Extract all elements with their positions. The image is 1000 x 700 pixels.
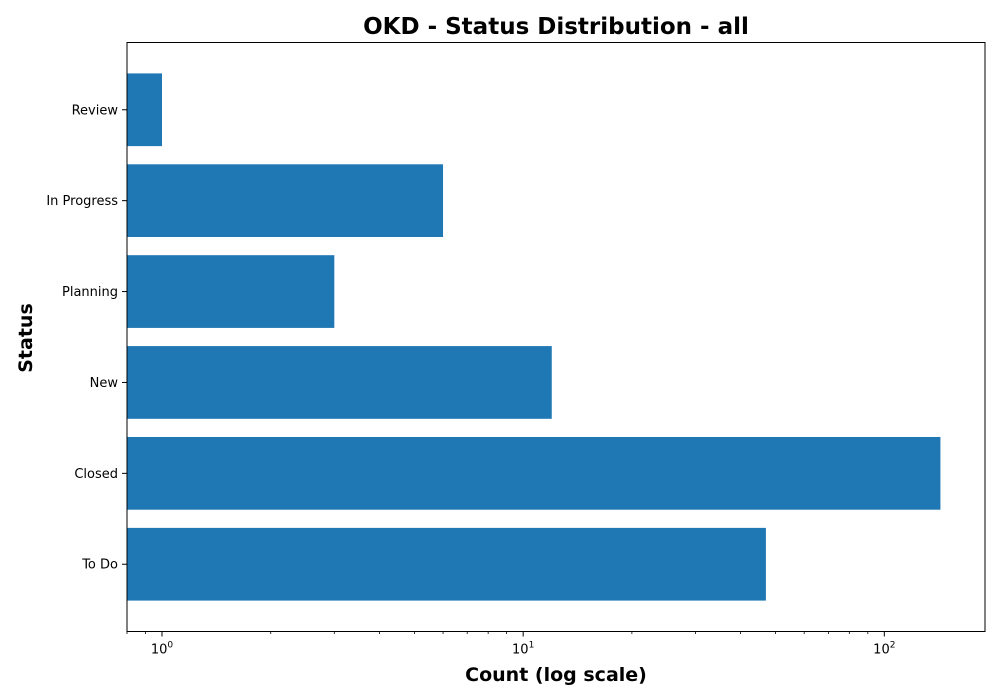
bar-in-progress	[127, 164, 444, 238]
x-tick-base: 10	[873, 643, 890, 658]
plot-frame	[126, 42, 986, 632]
y-tick-label-closed: Closed	[74, 467, 118, 482]
bars-layer	[127, 73, 941, 601]
y-tick-label-review: Review	[72, 103, 119, 118]
x-tick-exponent: 2	[890, 641, 896, 651]
bar-new	[127, 346, 552, 419]
chart-title: OKD - Status Distribution - all	[363, 14, 749, 40]
x-tick-label: 101	[512, 641, 534, 658]
x-tick-label: 100	[151, 641, 174, 658]
x-tick-exponent: 0	[167, 641, 173, 651]
y-tick-label-planning: Planning	[62, 285, 118, 300]
x-axis-title: Count (log scale)	[465, 664, 647, 686]
y-tick-label-to-do: To Do	[81, 558, 118, 573]
x-axis: 100 101 102	[126, 631, 895, 658]
bar-to-do	[127, 527, 766, 601]
y-axis-title: Status	[15, 303, 37, 373]
bar-closed	[127, 436, 941, 510]
y-tick-label-new: New	[90, 376, 119, 391]
bar-planning	[127, 255, 335, 328]
x-tick-base: 10	[512, 643, 529, 658]
y-axis: To Do Closed New Planning In Progress Review	[46, 103, 127, 573]
x-tick-exponent: 1	[529, 641, 535, 651]
bar-review	[127, 73, 163, 147]
y-tick-label-in-progress: In Progress	[46, 194, 118, 209]
x-tick-base: 10	[151, 643, 168, 658]
x-tick-label: 102	[873, 641, 895, 658]
